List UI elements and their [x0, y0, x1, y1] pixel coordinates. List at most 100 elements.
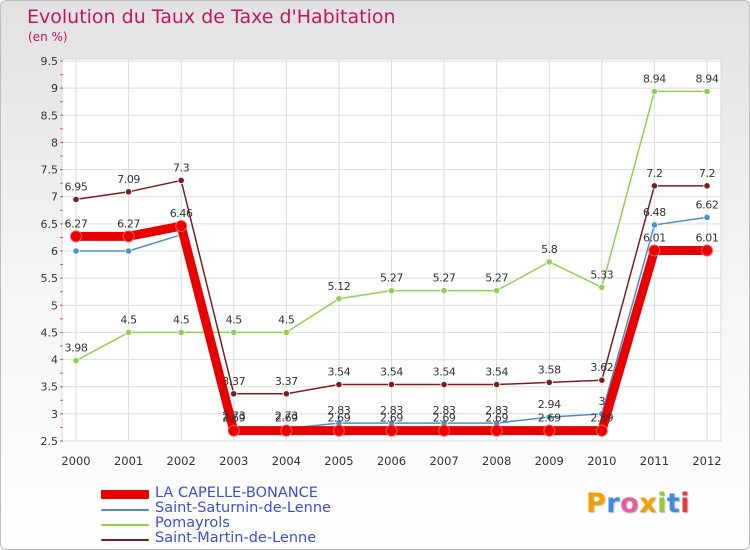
data-label: 8.94	[696, 72, 719, 85]
y-tick-label: 5	[51, 299, 58, 312]
y-tick-label: 2.5	[41, 435, 59, 448]
data-label: 4.5	[120, 313, 137, 326]
data-label: 2.69	[275, 412, 298, 425]
data-label: 2.83	[380, 404, 403, 417]
data-label: 6.46	[170, 207, 193, 220]
data-label: 2.69	[327, 412, 350, 425]
data-label: 3.54	[327, 366, 350, 379]
legend-swatch	[101, 524, 149, 526]
data-point	[440, 380, 448, 389]
legend-label: Saint-Saturnin-de-Lenne	[155, 500, 331, 516]
x-tick-label: 2006	[377, 454, 406, 468]
data-point	[650, 182, 659, 190]
data-label: 2.69	[222, 412, 245, 425]
data-label: 5.12	[327, 280, 350, 293]
data-label: 2.69	[590, 412, 613, 425]
data-label: 2.83	[485, 404, 508, 417]
y-tick-label: 8	[51, 136, 58, 149]
data-label: 2.73	[222, 410, 245, 423]
data-point	[703, 87, 711, 96]
data-point	[122, 230, 135, 243]
data-point	[282, 390, 290, 398]
x-tick-label: 2002	[167, 454, 196, 468]
logo-letter: t	[666, 488, 681, 519]
data-point	[72, 247, 80, 255]
logo-letter: r	[606, 488, 621, 519]
data-label: 3.62	[590, 361, 613, 374]
data-point	[493, 287, 501, 295]
data-label: 2.69	[538, 412, 561, 425]
data-label: 3.54	[433, 366, 456, 379]
y-tick-label: 7.5	[41, 164, 59, 177]
data-point	[332, 424, 345, 437]
data-point	[703, 182, 711, 190]
data-point	[438, 424, 451, 437]
data-point	[490, 424, 503, 437]
data-point	[703, 213, 711, 221]
legend-swatch	[101, 509, 149, 511]
data-point	[385, 424, 398, 437]
data-point	[545, 413, 553, 421]
data-label: 7.2	[646, 167, 662, 180]
data-label: 2.69	[380, 412, 403, 425]
y-tick-label: 9.5	[41, 55, 59, 68]
data-point	[175, 220, 188, 233]
data-label: 5.27	[433, 272, 456, 285]
data-label: 6.27	[117, 217, 140, 230]
y-tick-label: 4.5	[41, 326, 59, 339]
data-point	[650, 87, 659, 96]
data-point	[701, 244, 713, 257]
y-tick-label: 9	[51, 82, 58, 95]
data-point	[230, 328, 238, 337]
data-label: 3.58	[538, 363, 561, 376]
data-point	[280, 424, 293, 437]
data-point	[282, 328, 290, 337]
y-tick-label: 6	[51, 245, 58, 258]
data-point	[440, 287, 448, 295]
data-label: 4.5	[278, 313, 295, 326]
y-tick-label: 6.5	[41, 218, 59, 231]
data-label: 5.27	[380, 272, 403, 285]
data-point	[543, 424, 556, 437]
legend-item: Saint-Saturnin-de-Lenne	[101, 500, 421, 517]
data-point	[387, 380, 396, 389]
legend-swatch	[101, 490, 149, 499]
x-tick-label: 2011	[640, 454, 669, 468]
legend: LA CAPELLE-BONANCE Saint-Saturnin-de-Len…	[101, 485, 421, 547]
data-label: 2.69	[485, 412, 508, 425]
data-point	[598, 376, 606, 384]
x-tick-label: 2010	[587, 454, 616, 468]
x-tick-label: 2007	[429, 454, 458, 468]
legend-item: LA CAPELLE-BONANCE	[101, 485, 421, 502]
data-label: 3	[599, 395, 606, 408]
data-label: 8.94	[643, 72, 666, 85]
x-tick-label: 2005	[324, 454, 353, 468]
data-point	[648, 244, 661, 257]
y-tick-label: 4	[51, 354, 58, 367]
data-label: 4.5	[173, 313, 190, 326]
logo-letter: i	[680, 488, 691, 519]
y-tick-label: 3.5	[41, 381, 59, 394]
data-label: 7.2	[699, 167, 715, 180]
data-point	[230, 390, 238, 398]
data-label: 2.94	[538, 398, 561, 411]
data-point	[650, 221, 659, 229]
y-tick-label: 5.5	[41, 272, 59, 285]
data-label: 6.01	[643, 231, 666, 244]
x-tick-label: 2009	[535, 454, 564, 468]
data-label: 3.54	[380, 366, 403, 379]
y-tick-label: 7	[51, 191, 58, 204]
x-tick-label: 2001	[114, 454, 143, 468]
data-point	[177, 328, 185, 337]
data-label: 5.27	[485, 272, 508, 285]
logo-letter: x	[639, 488, 658, 519]
data-label: 6.95	[65, 180, 88, 193]
data-point	[545, 258, 553, 266]
data-label: 3.37	[275, 375, 298, 388]
data-label: 6.27	[65, 217, 88, 230]
logo-letter: i	[657, 488, 667, 519]
unit-label: (en %)	[28, 30, 68, 44]
data-label: 7.09	[117, 173, 140, 186]
